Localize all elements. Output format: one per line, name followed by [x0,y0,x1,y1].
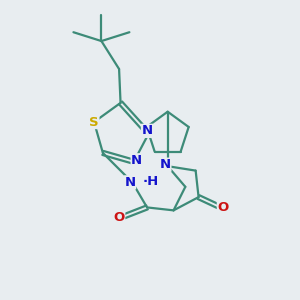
Text: N: N [142,124,153,137]
Text: ·H: ·H [142,175,159,188]
Text: N: N [131,154,142,167]
Text: N: N [124,176,136,189]
Text: O: O [113,211,125,224]
Text: O: O [218,201,229,214]
Text: N: N [160,158,171,171]
Text: S: S [89,116,99,128]
